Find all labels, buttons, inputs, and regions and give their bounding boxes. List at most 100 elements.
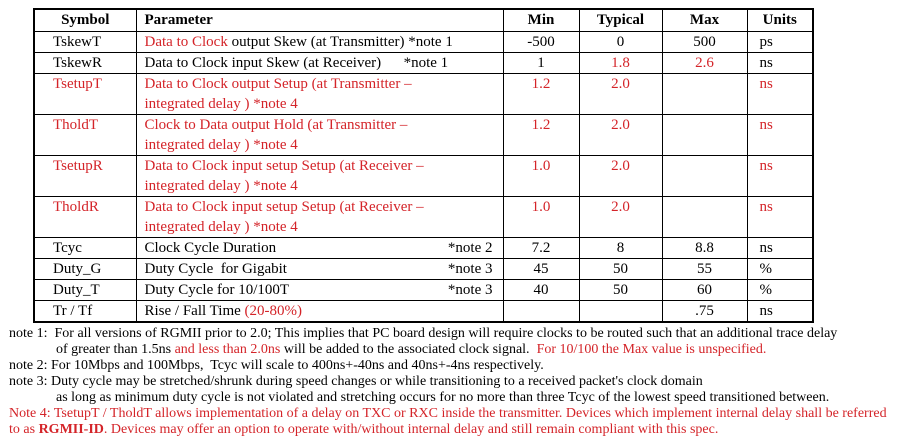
typical-cell: 2.0 bbox=[578, 155, 663, 197]
text-segment: Clock Cycle Duration bbox=[144, 240, 277, 256]
max-cell bbox=[661, 73, 748, 115]
symbol-cell: TskewT bbox=[33, 31, 137, 53]
units-cell: ns bbox=[746, 52, 814, 74]
table-row: TsetupT Data to Clock output Setup (at Tr… bbox=[33, 73, 814, 115]
table-header-row: Symbol Parameter Min Typical Max Units bbox=[33, 8, 814, 32]
text-segment: note 2: For 10Mbps and 100Mbps, Tcyc wil… bbox=[9, 358, 544, 373]
note-line: note 2: For 10Mbps and 100Mbps, Tcyc wil… bbox=[9, 358, 904, 374]
text-segment: Data to Clock output Setup (at Transmitt… bbox=[144, 76, 412, 112]
parameter-cell: Clock to Data output Hold (at Transmitte… bbox=[135, 114, 504, 156]
table-row: TskewR Data to Clock input Skew (at Recei… bbox=[33, 52, 814, 74]
note-reference: *note 2 bbox=[447, 240, 493, 256]
typical-cell: 2.0 bbox=[578, 73, 663, 115]
note-reference: *note 3 bbox=[447, 261, 493, 277]
min-cell: 1.2 bbox=[502, 114, 580, 156]
max-cell: 8.8 bbox=[661, 237, 748, 259]
units-cell: ns bbox=[746, 300, 814, 323]
table-row: Duty_G Duty Cycle for Gigabit *note 3 45 50 5… bbox=[33, 258, 814, 280]
text-segment: and less than 2.0ns bbox=[174, 342, 281, 357]
note-reference: *note 3 bbox=[447, 282, 493, 298]
symbol-cell: TholdR bbox=[33, 196, 137, 238]
symbol-cell: Duty_G bbox=[33, 258, 137, 280]
text-segment: Data to Clock input Skew (at Receiver) *… bbox=[144, 55, 449, 71]
text-segment: of greater than 1.5ns bbox=[56, 342, 175, 357]
typical-cell: 0 bbox=[578, 31, 663, 53]
note-line: note 3: Duty cycle may be stretched/shru… bbox=[9, 374, 904, 390]
text-segment: Data to Clock input setup Setup (at Rece… bbox=[144, 158, 424, 194]
min-cell bbox=[502, 300, 580, 323]
min-cell: -500 bbox=[502, 31, 580, 53]
typical-cell: 1.8 bbox=[578, 52, 663, 74]
text-segment: to as bbox=[9, 422, 39, 437]
symbol-cell: TsetupT bbox=[33, 73, 137, 115]
text-segment: For 10/100 the Max value is unspecified. bbox=[536, 342, 767, 357]
column-header-symbol: Symbol bbox=[33, 8, 137, 32]
max-cell: 60 bbox=[661, 279, 748, 301]
parameter-cell: Data to Clock output Skew (at Transmitte… bbox=[135, 31, 504, 53]
units-cell: ps bbox=[746, 31, 814, 53]
units-cell: % bbox=[746, 258, 814, 280]
parameter-cell: Clock Cycle Duration *note 2 bbox=[135, 237, 504, 259]
max-cell: 55 bbox=[661, 258, 748, 280]
symbol-cell: Tr / Tf bbox=[33, 300, 137, 323]
text-segment: as long as minimum duty cycle is not vio… bbox=[56, 390, 830, 405]
text-segment: Duty Cycle for 10/100T bbox=[144, 282, 290, 298]
parameter-cell: Data to Clock input Skew (at Receiver) *… bbox=[135, 52, 504, 74]
notes: note 1: For all versions of RGMII prior … bbox=[9, 326, 904, 438]
table-row: Tcyc Clock Cycle Duration *note 2 7.2 8 8.8 ns bbox=[33, 237, 814, 259]
typical-cell: 2.0 bbox=[578, 114, 663, 156]
table-row: TholdR Data to Clock input setup Setup (a… bbox=[33, 196, 814, 238]
symbol-cell: TholdT bbox=[33, 114, 137, 156]
note-line: Note 4: TsetupT / TholdT allows implemen… bbox=[9, 406, 904, 422]
max-cell bbox=[661, 155, 748, 197]
units-cell: % bbox=[746, 279, 814, 301]
parameter-cell: Data to Clock input setup Setup (at Rece… bbox=[135, 155, 504, 197]
note-line: to as RGMII-ID. Devices may offer an opt… bbox=[9, 422, 904, 438]
rgmii-timing-spec-document: Symbol Parameter Min Typical Max Units TskewT… bbox=[0, 8, 904, 438]
parameter-cell: Duty Cycle for Gigabit *note 3 bbox=[135, 258, 504, 280]
min-cell: 1.0 bbox=[502, 196, 580, 238]
text-segment: RGMII-ID bbox=[38, 422, 104, 437]
min-cell: 7.2 bbox=[502, 237, 580, 259]
text-segment: note 1: For all versions of RGMII prior … bbox=[9, 326, 838, 341]
typical-cell: 50 bbox=[578, 258, 663, 280]
units-cell: ns bbox=[746, 73, 814, 115]
table-row: Tr / Tf Rise / Fall Time (20-80%) .75 ns bbox=[33, 300, 814, 323]
table-row: TskewT Data to Clock output Skew (at Tran… bbox=[33, 31, 814, 53]
typical-cell: 2.0 bbox=[578, 196, 663, 238]
max-cell: 500 bbox=[661, 31, 748, 53]
max-cell bbox=[661, 196, 748, 238]
text-segment: (20-80%) bbox=[244, 303, 303, 319]
text-segment: Data to Clock input setup Setup (at Rece… bbox=[144, 199, 424, 235]
text-segment: Clock to Data output Hold (at Transmitte… bbox=[144, 117, 408, 153]
units-cell: ns bbox=[746, 237, 814, 259]
parameter-cell: Rise / Fall Time (20-80%) bbox=[135, 300, 504, 323]
table-row: TsetupR Data to Clock input setup Setup (… bbox=[33, 155, 814, 197]
table-body: TskewT Data to Clock output Skew (at Tran… bbox=[33, 31, 814, 323]
column-header-typical: Typical bbox=[578, 8, 663, 32]
text-segment: Note 4: TsetupT / TholdT allows implemen… bbox=[9, 406, 887, 421]
min-cell: 1.0 bbox=[502, 155, 580, 197]
max-cell: 2.6 bbox=[661, 52, 748, 74]
table-row: Duty_T Duty Cycle for 10/100T *note 3 40 50 6… bbox=[33, 279, 814, 301]
min-cell: 45 bbox=[502, 258, 580, 280]
parameter-cell: Data to Clock input setup Setup (at Rece… bbox=[135, 196, 504, 238]
timing-parameters-table: Symbol Parameter Min Typical Max Units TskewT… bbox=[33, 8, 814, 323]
column-header-units: Units bbox=[746, 8, 814, 32]
text-segment: Duty Cycle for Gigabit bbox=[144, 261, 287, 277]
text-segment: Rise / Fall Time bbox=[144, 303, 245, 319]
text-segment: . Devices may offer an option to operate… bbox=[103, 422, 719, 437]
note-line: as long as minimum duty cycle is not vio… bbox=[9, 390, 904, 406]
note-line: note 1: For all versions of RGMII prior … bbox=[9, 326, 904, 342]
table-row: TholdT Clock to Data output Hold (at Tran… bbox=[33, 114, 814, 156]
symbol-cell: TsetupR bbox=[33, 155, 137, 197]
text-segment: note 3: Duty cycle may be stretched/shru… bbox=[9, 374, 703, 389]
column-header-max: Max bbox=[661, 8, 748, 32]
text-segment: output Skew (at Transmitter) *note 1 bbox=[231, 34, 453, 50]
units-cell: ns bbox=[746, 114, 814, 156]
note-line: of greater than 1.5ns and less than 2.0n… bbox=[9, 342, 904, 358]
parameter-cell: Duty Cycle for 10/100T *note 3 bbox=[135, 279, 504, 301]
column-header-min: Min bbox=[502, 8, 580, 32]
text-segment: will be added to the associated clock si… bbox=[280, 342, 537, 357]
typical-cell: 8 bbox=[578, 237, 663, 259]
